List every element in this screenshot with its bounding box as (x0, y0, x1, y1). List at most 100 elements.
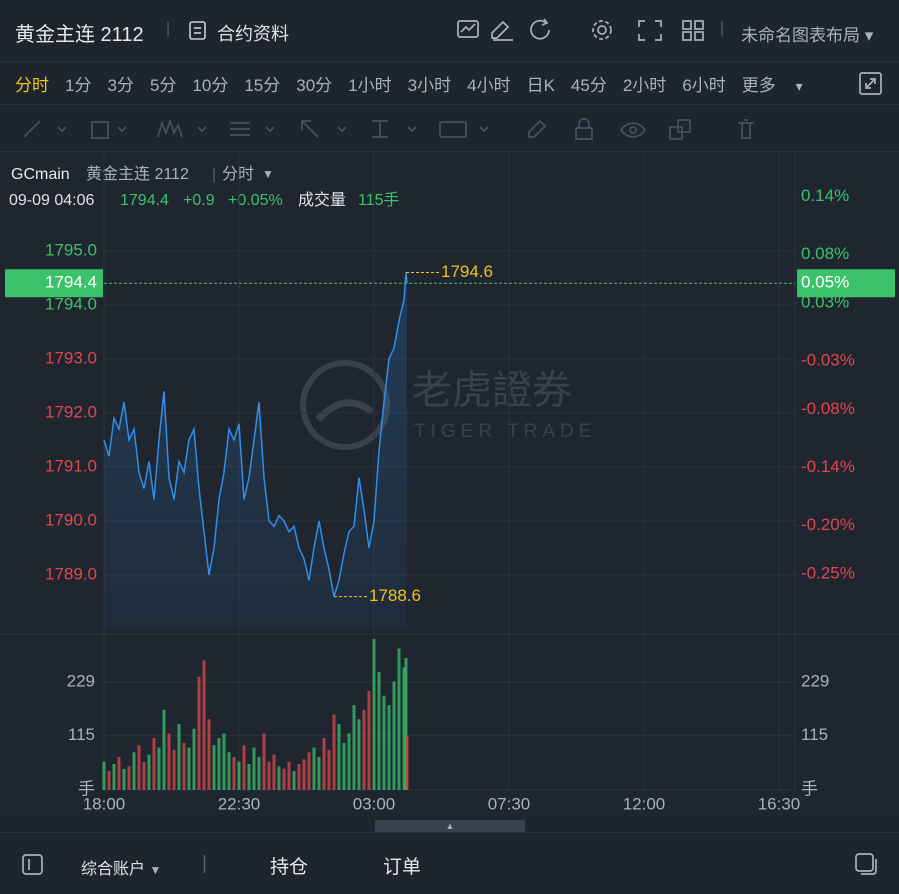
timeframe-tab[interactable]: 15分 (244, 75, 281, 95)
timeframe-tab[interactable]: 日K (526, 75, 555, 95)
y2-tick-label: -0.08% (801, 399, 855, 418)
volume-bar (117, 756, 121, 790)
volume-bar (157, 747, 161, 790)
account[interactable]: 综合账户 ▼ (81, 861, 162, 878)
expand-icon[interactable] (858, 71, 884, 97)
timeframe-tab[interactable]: 45分 (570, 75, 607, 95)
volume-bar (242, 745, 246, 790)
volume-bar (367, 690, 371, 790)
timeframe-tab[interactable]: 3分 (107, 75, 134, 95)
more-tab[interactable]: 更多 ▾ (741, 75, 803, 95)
timeframe-tab[interactable]: 1分 (65, 75, 92, 95)
splitter: ▲ (0, 820, 899, 832)
footer-tab[interactable]: 持仓 (270, 857, 309, 878)
volume-bar (297, 764, 301, 790)
contract-info[interactable]: 合约资料 (217, 24, 289, 44)
info-change: +0.9 (183, 192, 215, 209)
footer-tab[interactable]: 订单 (383, 857, 422, 878)
y2-tick-label: -0.25% (801, 563, 855, 582)
title: 黄金主连 2112 (15, 24, 144, 46)
timeframe-tab[interactable]: 3小时 (407, 75, 452, 95)
chart: GCmain 黄金主连 2112 | 分时 ▼ 09-09 04:06 1794… (0, 152, 899, 820)
volume-bar (137, 745, 141, 790)
timeframe-tab[interactable]: 4小时 (467, 75, 511, 95)
layout-text: 未命名图表布局 (741, 26, 860, 45)
price-line (103, 272, 408, 597)
volume-bar (282, 768, 286, 790)
volume-tick-label: 229 (67, 671, 95, 690)
volume-bar (302, 759, 306, 790)
y2-tick-label: -0.14% (801, 457, 855, 476)
volume-bar (232, 756, 236, 790)
y2-tick-label: -0.03% (801, 351, 855, 370)
volume-bar (347, 733, 351, 790)
toolbar-icons[interactable] (455, 18, 725, 44)
timeframe-tab[interactable]: 1小时 (348, 75, 392, 95)
layout-name[interactable]: 未命名图表布局 ▾ (741, 26, 874, 45)
x-tick-label: 12:00 (623, 794, 666, 813)
y-tick-label: 1793.0 (45, 348, 97, 367)
tool-icons[interactable] (0, 105, 899, 153)
volume-bar (342, 742, 346, 790)
volume-tick-label-right: 手 (801, 779, 818, 798)
volume-bar (172, 749, 176, 790)
volume-bar (142, 761, 146, 790)
window-icon[interactable] (855, 853, 879, 877)
y2-tick-label: -0.20% (801, 515, 855, 534)
watermark: 老虎證券 TIGER TRADE (300, 360, 591, 450)
volume-bar (102, 761, 106, 790)
info-volume: 115手 (358, 191, 400, 209)
volume-bar (402, 667, 406, 790)
volume-bar (257, 756, 261, 790)
info-price: 1794.4 (120, 192, 169, 209)
timeframe-tab[interactable]: 10分 (192, 75, 229, 95)
divider: | (720, 20, 725, 37)
x-tick-label: 18:00 (83, 794, 126, 813)
y-tick-label: 1789.0 (45, 564, 97, 583)
volume-bar (382, 695, 386, 790)
panel-icon[interactable] (22, 854, 44, 876)
divider: | (202, 853, 207, 874)
volume-bar (227, 752, 231, 790)
volume-bar (397, 648, 401, 790)
timeframe-tab[interactable]: 30分 (296, 75, 333, 95)
timeframe-tab[interactable]: 6小时 (682, 75, 726, 95)
timeframe-tab[interactable]: 5分 (149, 75, 177, 95)
volume-bar (132, 752, 136, 790)
y-tick-label: 1791.0 (45, 456, 97, 475)
divider: | (166, 20, 171, 37)
timeframe-tab[interactable]: 2小时 (622, 75, 667, 95)
price-area (104, 272, 407, 629)
drag-handle[interactable]: ▲ (375, 820, 525, 832)
volume-bar (292, 771, 296, 790)
y2-tick-label: 0.14% (801, 186, 849, 205)
doc-icon[interactable] (189, 21, 207, 41)
volume-bar (217, 738, 221, 790)
volume-bar (272, 754, 276, 790)
volume-bar (337, 723, 341, 790)
volume-tick-label-right: 115 (801, 725, 828, 744)
timeframe-tab[interactable]: 分时 (15, 75, 49, 95)
volume-bar (312, 747, 316, 790)
period-caret: ▼ (262, 167, 274, 181)
footer: 综合账户 ▼ | 持仓 订单 (0, 832, 899, 894)
x-tick-label: 03:00 (353, 794, 396, 813)
x-tick-label: 22:30 (218, 794, 261, 813)
watermark-cn: 老虎證券 (412, 369, 572, 413)
info-volume-label: 成交量 (298, 191, 346, 209)
last-price-box (5, 269, 103, 298)
volume-bar (372, 639, 376, 790)
volume-bar (107, 771, 111, 790)
info-change-pct: +0.05% (228, 192, 283, 209)
period[interactable]: 分时 (222, 165, 254, 183)
low-label: 1788.6 (369, 586, 421, 605)
volume-bar (212, 745, 216, 790)
y-tick-label: 1795.0 (45, 240, 97, 259)
y-tick-label: 1790.0 (45, 510, 97, 529)
x-tick-label: 07:30 (488, 794, 531, 813)
high-label: 1794.6 (441, 262, 493, 281)
account-text: 综合账户 (81, 861, 146, 878)
info-line: 09-09 04:06 1794.4 +0.9 +0.05% 成交量 115手 (9, 191, 400, 209)
last-pct-label: 0.05% (801, 273, 849, 292)
timeframe-tabs: 分时 1分 3分 5分 10分 15分 30分 1小时 3小时 4小时 日K 45分 2小时 6小时 更多 … (0, 62, 899, 104)
